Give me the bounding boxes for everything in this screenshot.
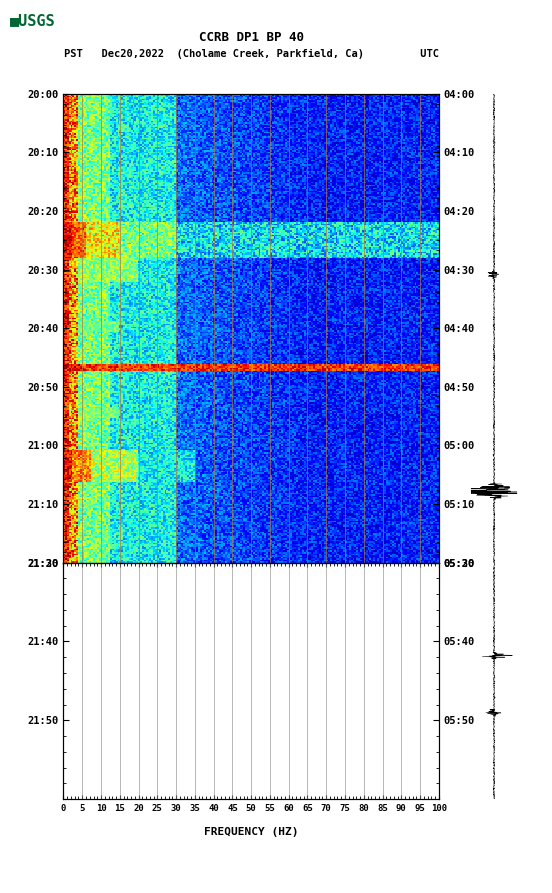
Text: PST   Dec20,2022  (Cholame Creek, Parkfield, Ca)         UTC: PST Dec20,2022 (Cholame Creek, Parkfield…	[63, 48, 439, 59]
Text: FREQUENCY (HZ): FREQUENCY (HZ)	[204, 827, 299, 838]
Text: ■USGS: ■USGS	[10, 13, 56, 29]
Text: CCRB DP1 BP 40: CCRB DP1 BP 40	[199, 31, 304, 44]
